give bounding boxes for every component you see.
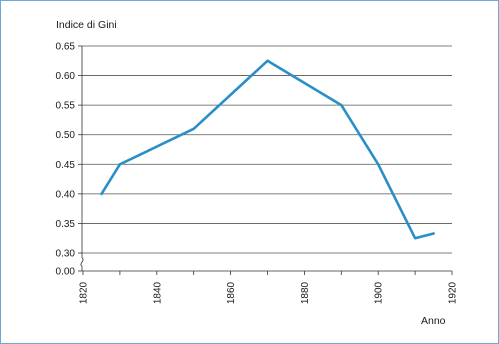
x-tick-label: 1880 xyxy=(300,281,311,304)
y-axis-break xyxy=(80,257,84,267)
y-tick-label: 0.35 xyxy=(56,219,76,230)
y-tick-label: 0.60 xyxy=(56,71,76,82)
x-tick-label: 1900 xyxy=(374,281,385,304)
x-tick-label: 1920 xyxy=(448,281,459,304)
x-axis-label: Anno xyxy=(421,315,446,327)
y-tick-label: 0.40 xyxy=(56,189,76,200)
x-tick-label: 1860 xyxy=(226,281,237,304)
y-tick-label: 0.30 xyxy=(56,249,76,260)
gini-series-line xyxy=(100,59,435,240)
y-tick-label: 0.00 xyxy=(56,267,76,278)
y-tick-labels: 0.65 0.60 0.55 0.50 0.45 0.40 0.35 0.30 0.00 xyxy=(56,42,76,278)
y-tick-label: 0.65 xyxy=(56,42,76,53)
y-axis-label: Indice di Gini xyxy=(56,19,117,31)
x-tick-label: 1840 xyxy=(152,281,163,304)
axes xyxy=(78,45,453,275)
y-tick-label: 0.45 xyxy=(56,160,76,171)
x-tick-labels: 1820 1840 1860 1880 1900 1920 xyxy=(79,281,459,304)
y-tick-label: 0.55 xyxy=(56,101,76,112)
y-tick-label: 0.50 xyxy=(56,130,76,141)
gridlines xyxy=(82,45,452,254)
data-series xyxy=(100,59,435,240)
x-tick-label: 1820 xyxy=(79,281,90,304)
